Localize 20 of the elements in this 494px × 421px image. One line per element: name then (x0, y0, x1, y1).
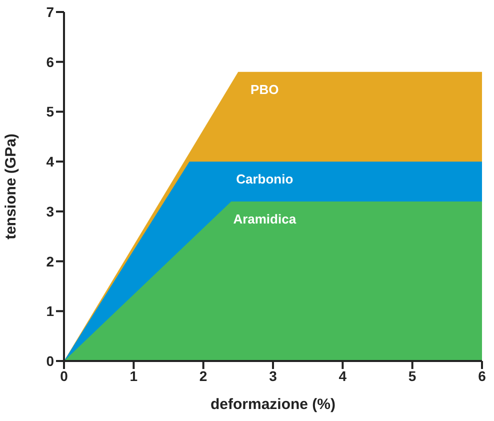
y-tick-label: 5 (46, 104, 54, 120)
series-label: Carbonio (236, 172, 294, 187)
y-tick-label: 6 (46, 54, 54, 70)
y-axis-title: tensione (GPa) (2, 134, 20, 240)
x-tick-label: 6 (478, 368, 486, 384)
y-tick-label: 1 (46, 303, 54, 320)
x-axis-title: deformazione (%) (210, 396, 336, 413)
series-label: PBO (250, 82, 279, 97)
x-tick-label: 2 (199, 368, 208, 384)
y-tick-label: 4 (46, 154, 54, 170)
series-label: Aramidica (233, 212, 297, 227)
x-tick-label: 5 (408, 368, 416, 384)
x-tick-label: 0 (60, 368, 68, 384)
y-tick-label: 3 (46, 203, 54, 220)
y-tick-label: 0 (46, 352, 54, 369)
y-tick-label: 2 (46, 253, 54, 270)
x-tick-label: 3 (269, 368, 278, 384)
x-tick-label: 4 (338, 368, 347, 384)
y-tick-label: 7 (46, 4, 54, 20)
x-tick-label: 1 (130, 368, 138, 384)
